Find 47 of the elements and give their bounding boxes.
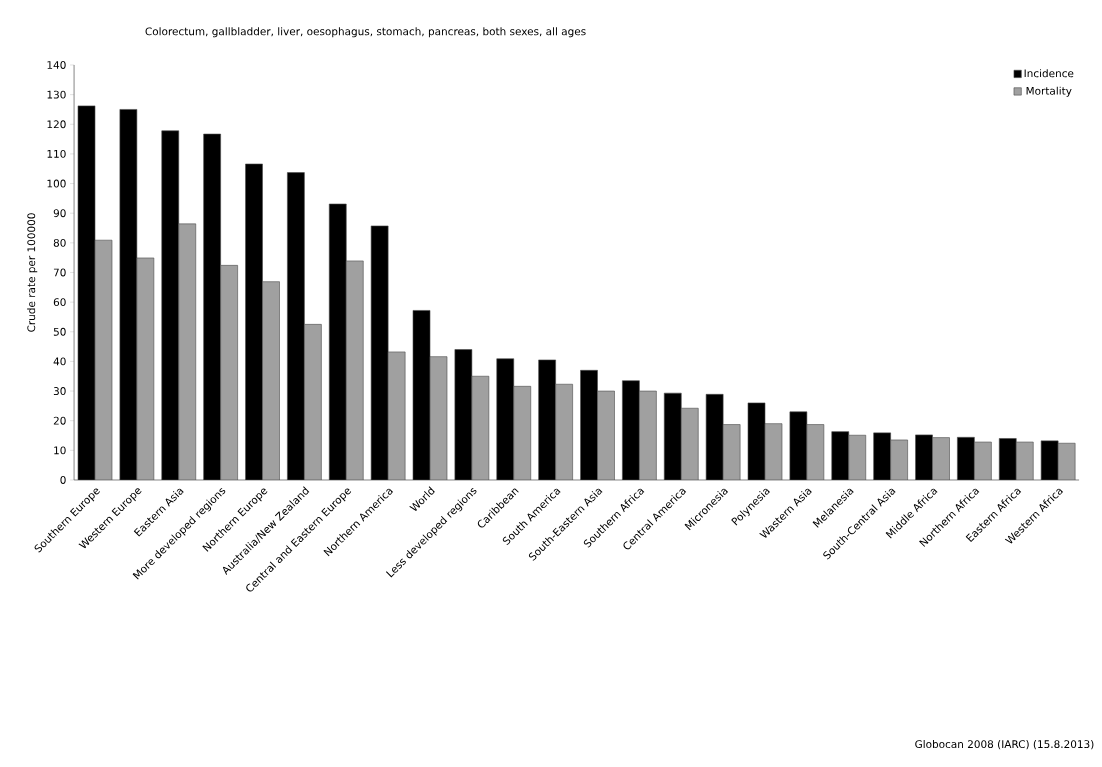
- y-tick-label: 110: [47, 149, 66, 158]
- bar: [345, 260, 364, 480]
- bar: [932, 437, 950, 480]
- y-tick-label: 60: [53, 298, 66, 307]
- y-tick-label: 40: [53, 357, 66, 366]
- bar: [513, 386, 532, 480]
- bar: [496, 358, 515, 480]
- bar: [555, 383, 573, 480]
- y-tick-label: 10: [54, 446, 66, 455]
- y-tick-label: 80: [53, 238, 66, 247]
- bar: [622, 380, 640, 480]
- y-tick-label: 0: [60, 476, 66, 484]
- bar: [580, 370, 598, 480]
- bar: [831, 431, 850, 480]
- bar: [245, 163, 263, 480]
- y-axis-title: Crude rate per 100000: [27, 213, 38, 332]
- chart-title: Colorectum, gallbladder, liver, oesophagus, stomach, pancreas, both sexes, all ages: [145, 27, 586, 38]
- y-tick-label: 100: [47, 179, 66, 188]
- y-tick-label: 70: [53, 268, 66, 277]
- text: Globocan 2008 (IARC) (15.8.2013): [915, 739, 1094, 750]
- bar: [304, 324, 322, 480]
- legend-label: Incidence: [1024, 69, 1074, 78]
- bar: [597, 390, 615, 480]
- y-tick-label: 20: [53, 416, 66, 425]
- y-tick-label: 120: [47, 120, 66, 129]
- bar: [873, 432, 891, 480]
- bar: [203, 133, 221, 480]
- legend-label: Mortality: [1026, 86, 1072, 97]
- bar: [848, 434, 867, 480]
- y-tick-label: 30: [53, 387, 66, 395]
- bar: [178, 223, 197, 480]
- bar: [262, 281, 280, 480]
- bar: [161, 130, 180, 480]
- y-tick-label: 130: [47, 90, 66, 99]
- bar: [915, 434, 933, 480]
- bar: [287, 172, 305, 480]
- bar: [663, 392, 682, 480]
- y-tick-label: 140: [47, 61, 66, 69]
- bar: [639, 390, 657, 480]
- bar: [680, 407, 699, 480]
- bar: [538, 359, 556, 480]
- y-tick-label: 90: [53, 209, 66, 218]
- bar: [998, 438, 1017, 480]
- bar: [328, 203, 347, 480]
- bar: [220, 265, 238, 480]
- y-tick-label: 50: [53, 327, 66, 336]
- bar: [957, 437, 975, 480]
